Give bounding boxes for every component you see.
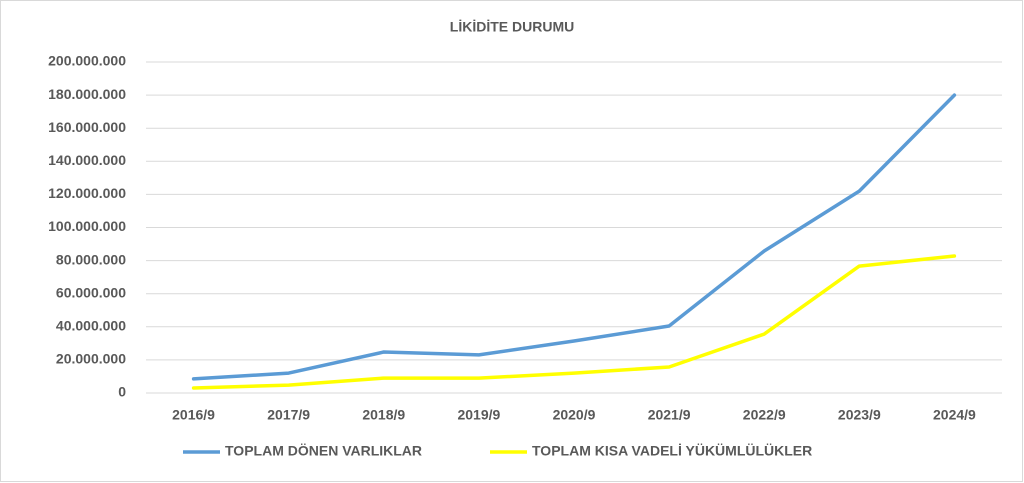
x-tick-label: 2018/9 bbox=[362, 407, 405, 423]
x-tick-label: 2021/9 bbox=[648, 407, 691, 423]
x-tick-label: 2016/9 bbox=[172, 407, 215, 423]
y-tick-label: 0 bbox=[118, 384, 126, 400]
y-tick-label: 180.000.000 bbox=[48, 86, 126, 102]
y-tick-label: 140.000.000 bbox=[48, 152, 126, 168]
y-tick-label: 60.000.000 bbox=[56, 284, 126, 300]
x-tick-label: 2020/9 bbox=[553, 407, 596, 423]
x-tick-label: 2017/9 bbox=[267, 407, 310, 423]
x-tick-label: 2022/9 bbox=[743, 407, 786, 423]
y-tick-label: 120.000.000 bbox=[48, 185, 126, 201]
x-tick-label: 2019/9 bbox=[457, 407, 500, 423]
y-tick-label: 20.000.000 bbox=[56, 351, 126, 367]
y-tick-label: 80.000.000 bbox=[56, 251, 126, 267]
series-line bbox=[191, 93, 957, 381]
x-tick-label: 2023/9 bbox=[838, 407, 881, 423]
chart-title: LİKİDİTE DURUMU bbox=[450, 19, 574, 35]
y-tick-label: 160.000.000 bbox=[48, 119, 126, 135]
y-tick-label: 200.000.000 bbox=[48, 53, 126, 69]
legend-label: TOPLAM KISA VADELİ YÜKÜMLÜLÜKLER bbox=[532, 443, 812, 459]
series-line bbox=[191, 254, 957, 390]
x-tick-label: 2024/9 bbox=[933, 407, 976, 423]
y-tick-label: 40.000.000 bbox=[56, 318, 126, 334]
y-tick-label: 100.000.000 bbox=[48, 218, 126, 234]
legend-label: TOPLAM DÖNEN VARLIKLAR bbox=[225, 443, 422, 459]
